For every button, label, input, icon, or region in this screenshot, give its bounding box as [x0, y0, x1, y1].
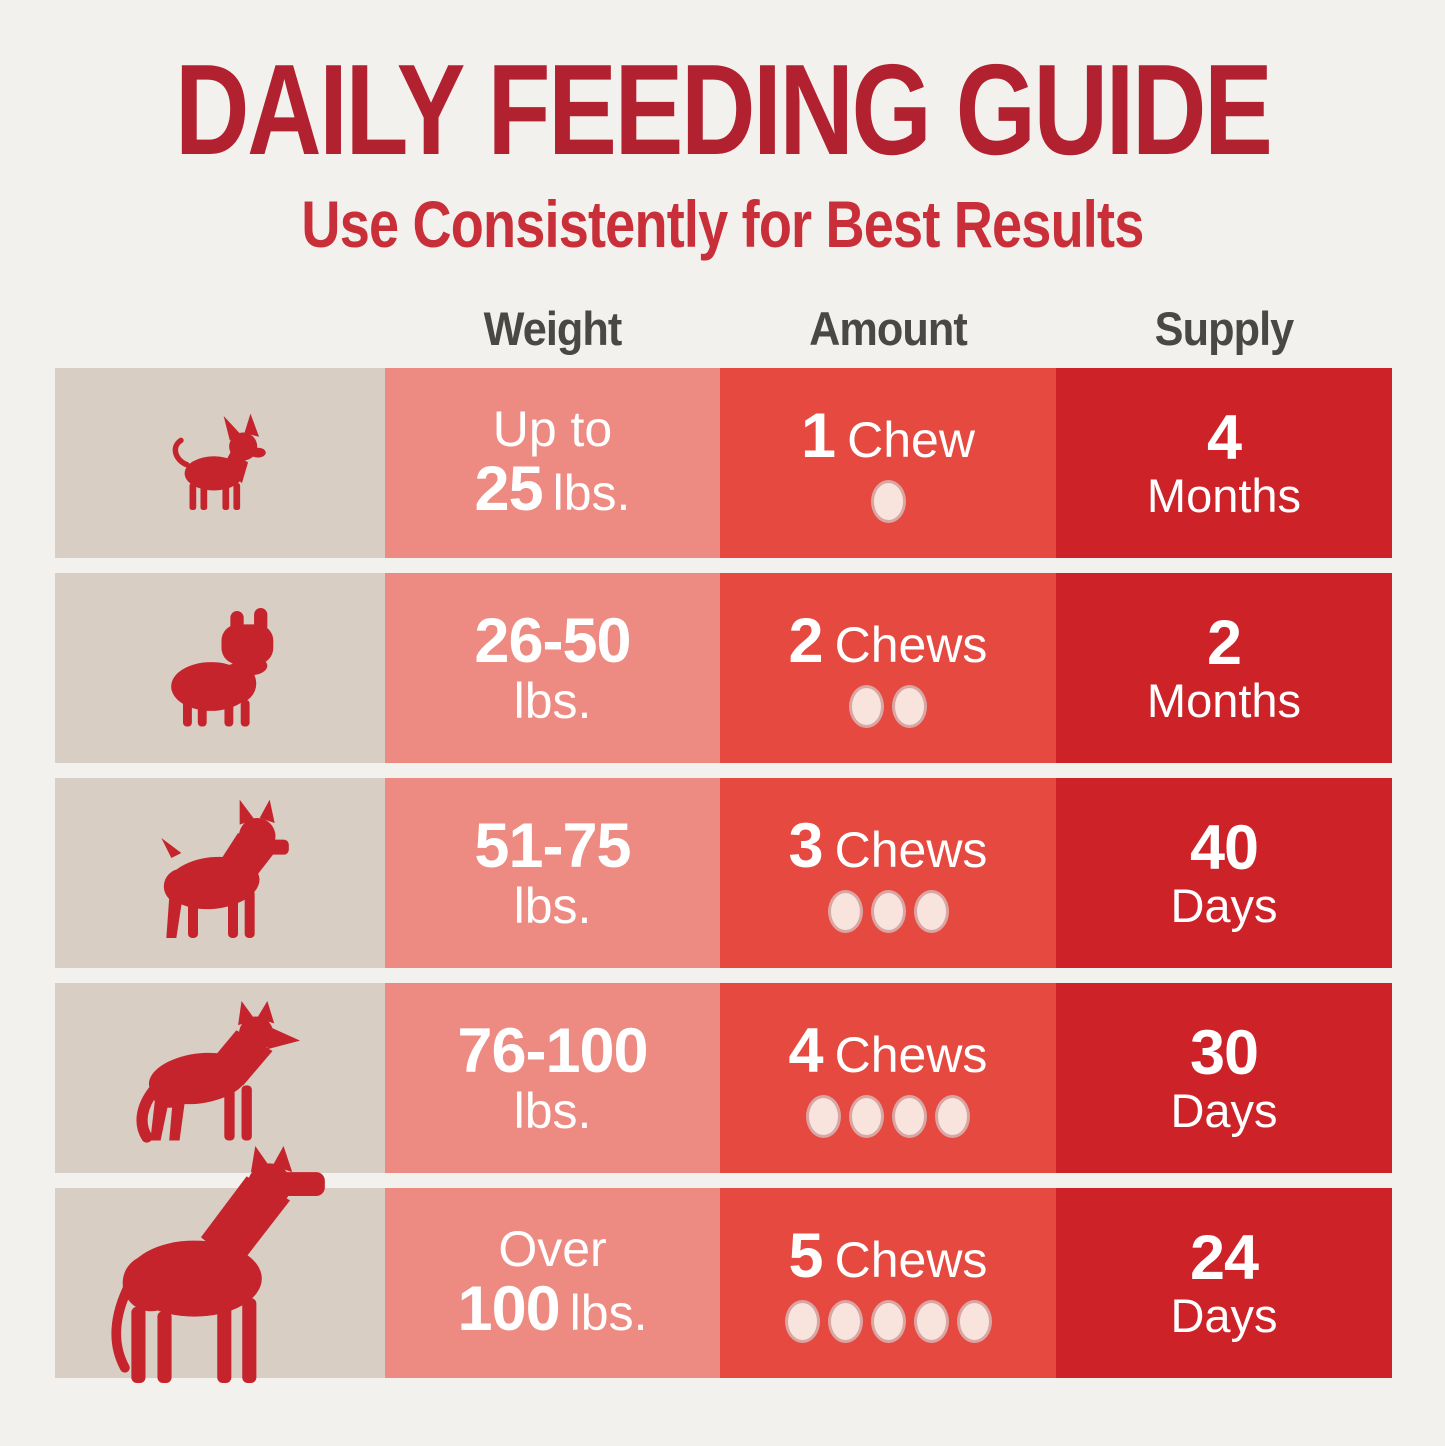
weight-unit: lbs.: [513, 1082, 592, 1139]
column-header-supply: Supply: [1154, 301, 1295, 355]
weight-cell: Up to 25 lbs.: [385, 368, 720, 558]
amount-value: 1: [801, 401, 836, 472]
table-row: 51-75 lbs. 3 Chews 40 Days: [55, 778, 1392, 968]
supply-cell: 40 Days: [1056, 778, 1392, 968]
amount-value: 2: [788, 606, 824, 677]
supply-value: 30: [1189, 1017, 1259, 1088]
page-subtitle: Use Consistently for Best Results: [301, 187, 1144, 261]
supply-unit: Days: [1170, 1084, 1278, 1138]
dog-cell: [55, 983, 385, 1173]
chew-dot: [827, 1299, 863, 1343]
supply-cell: 30 Days: [1056, 983, 1392, 1173]
amount-cell: 3 Chews: [720, 778, 1056, 968]
chew-dot: [870, 1299, 906, 1343]
weight-qualifier: Over: [498, 1221, 607, 1278]
amount-unit: Chews: [834, 1027, 988, 1084]
chew-dot: [913, 1299, 949, 1343]
chew-dot: [849, 1094, 884, 1138]
amount-cell: 4 Chews: [720, 983, 1056, 1173]
amount-value: 5: [788, 1221, 824, 1292]
table-row: Up to 25 lbs. 1 Chew 4 Months: [55, 368, 1392, 558]
dog-cell: [55, 573, 385, 763]
chew-dot: [892, 1094, 927, 1138]
weight-unit: lbs.: [513, 877, 592, 934]
supply-cell: 24 Days: [1056, 1188, 1392, 1378]
table-row: 76-100 lbs. 4 Chews 30 Days: [55, 983, 1392, 1173]
chew-dots: [827, 889, 949, 933]
boxer-icon: [160, 799, 289, 938]
supply-unit: Days: [1170, 1289, 1278, 1343]
weight-unit: lbs.: [513, 672, 592, 729]
supply-unit: Months: [1146, 469, 1302, 523]
amount-unit: Chew: [847, 412, 975, 469]
weight-value: 25: [474, 454, 544, 525]
amount-value: 4: [788, 1016, 824, 1087]
supply-value: 40: [1189, 812, 1259, 883]
table-header-row: Weight Amount Supply: [55, 288, 1392, 368]
column-header-amount: Amount: [809, 301, 968, 355]
weight-unit: lbs.: [569, 1285, 648, 1342]
chew-dot: [849, 684, 884, 728]
chew-dot: [806, 1094, 841, 1138]
amount-cell: 5 Chews: [720, 1188, 1056, 1378]
chew-dot: [892, 684, 927, 728]
amount-value: 3: [788, 811, 824, 882]
supply-unit: Months: [1146, 674, 1302, 728]
chew-dots: [870, 479, 906, 523]
chew-dot: [870, 889, 906, 933]
amount-unit: Chews: [834, 1232, 988, 1289]
weight-qualifier: Up to: [492, 401, 613, 458]
french-bulldog-icon: [171, 608, 274, 727]
amount-cell: 1 Chew: [720, 368, 1056, 558]
weight-value: 26-50: [474, 606, 631, 677]
chew-dots: [784, 1299, 992, 1343]
german-shepherd-icon: [136, 1000, 301, 1143]
weight-value: 51-75: [474, 811, 631, 882]
weight-cell: 26-50 lbs.: [385, 573, 720, 763]
chihuahua-icon: [172, 413, 266, 510]
weight-value: 100: [457, 1274, 561, 1345]
chew-dots: [806, 1094, 970, 1138]
weight-cell: 51-75 lbs.: [385, 778, 720, 968]
supply-value: 24: [1189, 1222, 1259, 1293]
weight-unit: lbs.: [552, 465, 631, 522]
chew-dot: [956, 1299, 992, 1343]
table-row: Over 100 lbs. 5 Chews 24 Days: [55, 1146, 1392, 1383]
dog-cell: [55, 1146, 385, 1383]
weight-cell: 76-100 lbs.: [385, 983, 720, 1173]
great-dane-icon: [110, 1146, 325, 1383]
supply-cell: 2 Months: [1056, 573, 1392, 763]
chew-dot: [913, 889, 949, 933]
chew-dot: [784, 1299, 820, 1343]
dog-cell: [55, 778, 385, 968]
amount-unit: Chews: [834, 822, 988, 879]
supply-value: 4: [1206, 402, 1242, 473]
table-row: 26-50 lbs. 2 Chews 2 Months: [55, 573, 1392, 763]
supply-value: 2: [1206, 607, 1242, 678]
amount-cell: 2 Chews: [720, 573, 1056, 763]
weight-cell: Over 100 lbs.: [385, 1188, 720, 1378]
feeding-table: Weight Amount Supply: [55, 288, 1392, 1393]
chew-dot: [935, 1094, 970, 1138]
amount-unit: Chews: [834, 617, 988, 674]
supply-unit: Days: [1170, 879, 1278, 933]
chew-dot: [870, 479, 906, 523]
dog-cell: [55, 368, 385, 558]
chew-dot: [827, 889, 863, 933]
supply-cell: 4 Months: [1056, 368, 1392, 558]
page-title: DAILY FEEDING GUIDE: [174, 38, 1273, 182]
column-header-weight: Weight: [483, 301, 623, 355]
chew-dots: [849, 684, 927, 728]
weight-value: 76-100: [457, 1016, 648, 1087]
